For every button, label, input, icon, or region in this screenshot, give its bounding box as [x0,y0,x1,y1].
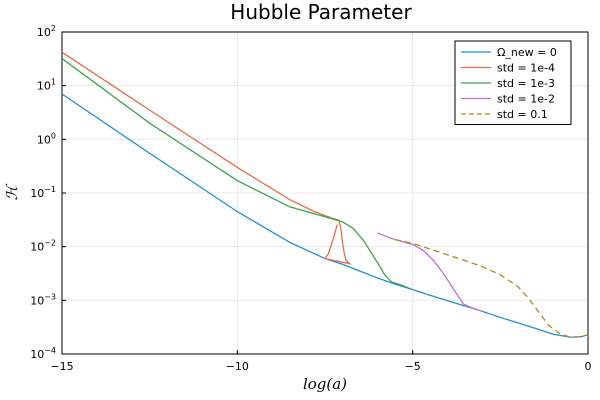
x-axis-label: log(a) [303,375,347,393]
legend-label: std = 1e-3 [497,77,555,90]
x-tick-label: −10 [226,360,249,373]
chart-title: Hubble Parameter [230,0,412,24]
y-tick-label: 101 [37,78,56,93]
y-tick-label: 10−4 [30,346,56,361]
series-line-2 [62,58,413,291]
series-line-3 [377,232,484,313]
y-tick-label: 10−3 [30,292,56,307]
y-tick-label: 10−1 [30,185,56,200]
legend: Ω_new = 0 std = 1e-4 std = 1e-3 std = 1e-2 s… [454,40,572,125]
series-line-1 [62,51,352,265]
x-tick-label: −15 [50,360,73,373]
y-tick-label: 100 [37,131,56,146]
legend-label: std = 1e-4 [497,62,555,75]
y-tick-label: 10−2 [30,239,56,254]
x-tick-label: 0 [585,360,592,373]
y-axis-label: ℋ [3,183,21,200]
y-ticks: 10−4 10−3 10−2 10−1 100 101 102 [30,24,66,361]
legend-label: std = 0.1 [497,108,548,121]
legend-label: std = 1e-2 [497,93,555,106]
legend-label: Ω_new = 0 [497,46,557,59]
x-tick-label: −5 [405,360,421,373]
y-tick-label: 102 [37,24,56,39]
series-line-4 [394,239,588,338]
series-line-0 [62,93,588,338]
series-layer [62,51,588,338]
x-ticks: −15 −10 −5 0 [50,350,592,373]
